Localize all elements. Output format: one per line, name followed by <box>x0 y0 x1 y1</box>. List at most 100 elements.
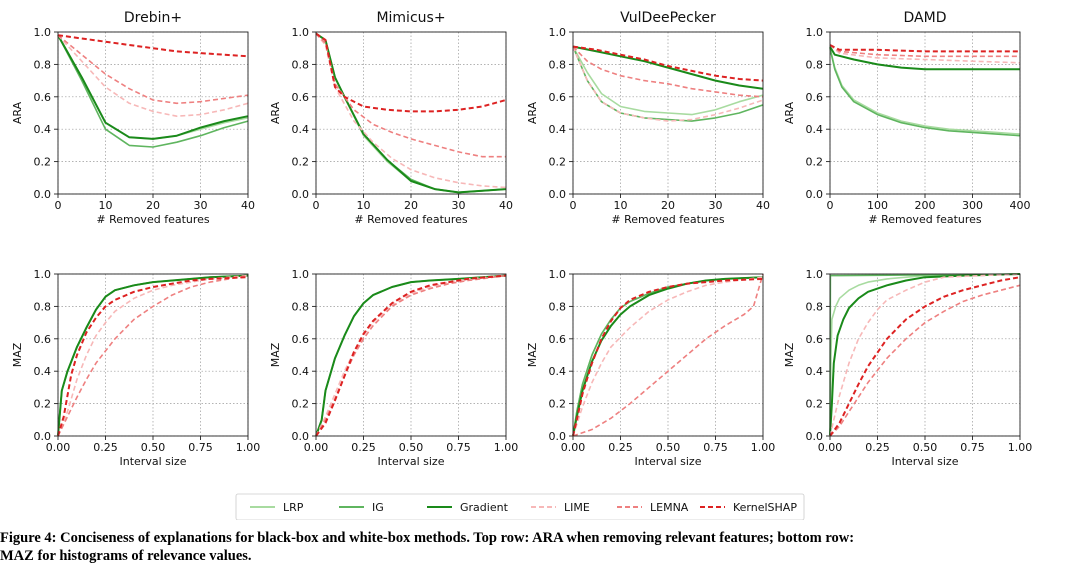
y-tick-label: 0.4 <box>34 365 52 378</box>
y-tick-label: 0.8 <box>806 58 824 71</box>
y-tick-label: 0.0 <box>292 188 310 201</box>
x-tick-label: 0.25 <box>608 441 633 454</box>
y-tick-label: 0.0 <box>549 188 567 201</box>
x-tick-label: 0.00 <box>304 441 329 454</box>
y-tick-label: 0.8 <box>34 300 52 313</box>
y-tick-label: 0.2 <box>34 398 52 411</box>
y-tick-label: 0.6 <box>806 333 824 346</box>
y-tick-label: 0.8 <box>292 58 310 71</box>
x-tick-label: 0 <box>55 199 62 212</box>
series-line-kernelshap <box>829 44 1020 53</box>
series-line-lime <box>829 44 1021 64</box>
x-tick-label: 1.00 <box>751 441 776 454</box>
x-tick-label: 1.00 <box>236 441 261 454</box>
x-tick-label: 0.75 <box>960 441 985 454</box>
x-tick-label: 0.50 <box>141 441 166 454</box>
y-tick-label: 1.0 <box>806 26 824 39</box>
y-tick-label: 0.4 <box>806 365 824 378</box>
y-tick-label: 0.2 <box>549 156 567 169</box>
plot-frame <box>572 273 764 437</box>
series-line-ig <box>57 34 249 148</box>
legend-label-ig: IG <box>372 501 384 514</box>
x-tick-label: 0.75 <box>188 441 213 454</box>
x-tick-label: 300 <box>962 199 983 212</box>
x-tick-label: 0.75 <box>446 441 471 454</box>
series-line-lime <box>57 34 249 117</box>
series-line-gradient <box>572 276 764 437</box>
plot-frame <box>572 31 764 195</box>
x-tick-label: 30 <box>709 199 723 212</box>
plot-frame <box>57 273 249 437</box>
x-axis-label: # Removed features <box>868 213 982 226</box>
y-tick-label: 1.0 <box>292 268 310 281</box>
y-tick-label: 1.0 <box>549 26 567 39</box>
y-tick-label: 0.0 <box>806 430 824 443</box>
y-tick-label: 0.6 <box>549 333 567 346</box>
series-line-kernelshap <box>315 32 507 113</box>
y-tick-label: 1.0 <box>34 268 52 281</box>
x-tick-label: 200 <box>915 199 936 212</box>
series-line-lemna <box>572 273 764 437</box>
y-axis-label: ARA <box>11 101 24 124</box>
x-tick-label: 40 <box>499 199 513 212</box>
y-tick-label: 1.0 <box>292 26 310 39</box>
figure-4: 0 10 20 30 40 0.0 0.2 0.4 0.6 0.8 1.0 Drebin+ # Remo… <box>11 10 1033 520</box>
y-tick-label: 0.8 <box>549 58 567 71</box>
series-line-lime <box>572 46 764 122</box>
legend-label-lemna: LEMNA <box>650 501 689 514</box>
series-line-gradient <box>57 274 249 437</box>
series-line-lime <box>57 274 249 437</box>
x-tick-label: 20 <box>404 199 418 212</box>
x-tick-label: 1.00 <box>1008 441 1033 454</box>
x-tick-label: 0.00 <box>46 441 71 454</box>
series-line-kernelshap <box>315 274 507 437</box>
plot-frame <box>57 31 249 195</box>
chart-title: Mimicus+ <box>376 10 445 26</box>
y-tick-label: 0.8 <box>292 300 310 313</box>
x-tick-label: 0.25 <box>93 441 118 454</box>
y-tick-label: 1.0 <box>34 26 52 39</box>
x-tick-label: 0.00 <box>818 441 843 454</box>
x-tick-label: 10 <box>357 199 371 212</box>
series-line-kernelshap <box>57 276 249 437</box>
y-tick-label: 0.4 <box>292 365 310 378</box>
y-tick-label: 0.2 <box>292 398 310 411</box>
x-tick-label: 20 <box>146 199 160 212</box>
legend-label-lrp: LRP <box>283 501 304 514</box>
y-tick-label: 0.2 <box>806 398 824 411</box>
y-tick-label: 0.0 <box>292 430 310 443</box>
series-line-ig <box>572 276 764 437</box>
x-axis-label: Interval size <box>635 455 702 468</box>
x-tick-label: 30 <box>194 199 208 212</box>
y-axis-label: MAZ <box>269 342 282 367</box>
y-tick-label: 0.8 <box>34 58 52 71</box>
x-tick-label: 30 <box>452 199 466 212</box>
x-tick-label: 0.50 <box>656 441 681 454</box>
chart-panel-1: 0 10 20 30 40 0.0 0.2 0.4 0.6 0.8 1.0 Drebin+ # Remo… <box>11 10 255 226</box>
y-tick-label: 0.8 <box>806 300 824 313</box>
chart-title: VulDeePecker <box>620 10 716 26</box>
plot-frame <box>315 273 507 437</box>
x-tick-label: 40 <box>241 199 255 212</box>
legend-label-gradient: Gradient <box>460 501 509 514</box>
y-axis-label: MAZ <box>11 342 24 367</box>
series-line-gradient <box>572 45 764 90</box>
x-tick-label: 400 <box>1010 199 1031 212</box>
series-line-lime <box>572 276 764 437</box>
series-line-gradient <box>57 34 249 140</box>
y-tick-label: 1.0 <box>806 268 824 281</box>
chart-panel-4: 0 100 200 300 400 0.0 0.2 0.4 0.6 0.8 1.0 DAMD # Rem… <box>783 10 1031 226</box>
x-tick-label: 100 <box>867 199 888 212</box>
plot-frame <box>315 31 507 195</box>
y-axis-label: ARA <box>783 101 796 124</box>
chart-panel-2: 0 10 20 30 40 0.0 0.2 0.4 0.6 0.8 1.0 Mimicus+ # Rem… <box>269 10 513 226</box>
series-line-lrp <box>572 276 764 437</box>
series-line-lemna <box>57 274 249 437</box>
y-tick-label: 0.6 <box>34 91 52 104</box>
caption-line-1: Figure 4: Conciseness of explanations fo… <box>0 530 855 546</box>
y-tick-label: 0.2 <box>806 156 824 169</box>
y-tick-label: 0.6 <box>292 333 310 346</box>
x-tick-label: 0 <box>570 199 577 212</box>
chart-panel-7: 0.00 0.25 0.50 0.75 1.00 0.0 0.2 0.4 0.6 0.8 1.0 In… <box>526 268 775 468</box>
y-tick-label: 0.6 <box>292 91 310 104</box>
